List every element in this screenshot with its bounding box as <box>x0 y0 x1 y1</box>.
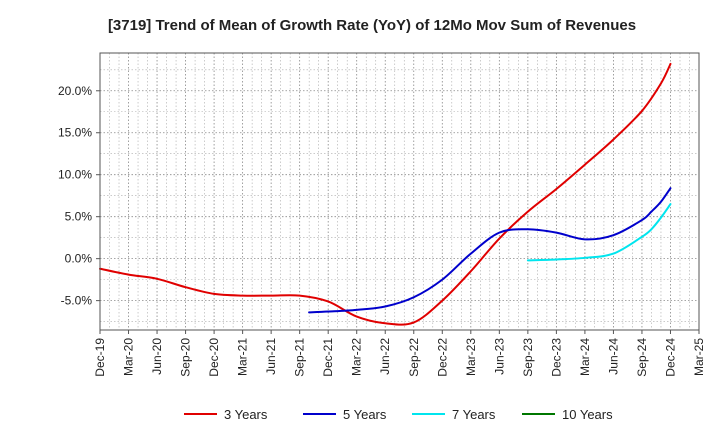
series-group <box>99 62 672 326</box>
x-tick-label: Mar-21 <box>236 338 250 376</box>
y-tick-label: 0.0% <box>65 252 93 266</box>
y-tick-label: 20.0% <box>58 84 92 98</box>
x-tick-label: Sep-21 <box>293 338 307 377</box>
x-tick-label: Sep-24 <box>635 338 649 377</box>
series-line-5-years <box>308 187 672 314</box>
y-tick-label: 15.0% <box>58 126 92 140</box>
plot-frame <box>99 52 700 331</box>
x-tick-label: Mar-24 <box>578 338 592 376</box>
x-tick-label: Dec-24 <box>663 338 677 377</box>
x-tick-label: Jun-21 <box>264 338 278 375</box>
x-tick-label: Mar-25 <box>692 338 706 376</box>
legend-label-3-years: 3 Years <box>224 407 268 422</box>
y-axis: -5.0% 0.0% 5.0% 10.0% 15.0% 20.0% <box>58 84 100 308</box>
chart-title: [3719] Trend of Mean of Growth Rate (YoY… <box>108 17 636 34</box>
x-tick-label: Mar-20 <box>122 338 136 376</box>
legend-label-5-years: 5 Years <box>343 407 387 422</box>
series-line-3-years <box>99 62 672 326</box>
x-tick-label: Jun-24 <box>606 338 620 375</box>
x-axis: Dec-19 Mar-20 Jun-20 Sep-20 Dec-20 Mar-21 Jun-… <box>93 330 706 377</box>
y-tick-label: 10.0% <box>58 168 92 182</box>
y-tick-label: -5.0% <box>61 294 93 308</box>
x-tick-label: Sep-23 <box>521 338 535 377</box>
legend-label-10-years: 10 Years <box>562 407 613 422</box>
x-tick-label: Jun-20 <box>150 338 164 375</box>
x-tick-label: Sep-22 <box>407 338 421 377</box>
x-tick-label: Dec-20 <box>207 338 221 377</box>
legend: 3 Years 5 Years 7 Years 10 Years <box>184 407 613 422</box>
x-tick-label: Mar-23 <box>464 338 478 376</box>
x-tick-label: Dec-23 <box>549 338 563 377</box>
x-tick-label: Dec-19 <box>93 338 107 377</box>
legend-label-7-years: 7 Years <box>452 407 496 422</box>
x-tick-label: Sep-20 <box>179 338 193 377</box>
x-tick-label: Mar-22 <box>350 338 364 376</box>
x-tick-label: Dec-21 <box>321 338 335 377</box>
x-tick-label: Dec-22 <box>435 338 449 377</box>
x-tick-label: Jun-23 <box>492 338 506 375</box>
series-line-7-years <box>526 203 672 262</box>
x-tick-label: Jun-22 <box>378 338 392 375</box>
y-tick-label: 5.0% <box>65 210 93 224</box>
grid <box>99 53 700 330</box>
